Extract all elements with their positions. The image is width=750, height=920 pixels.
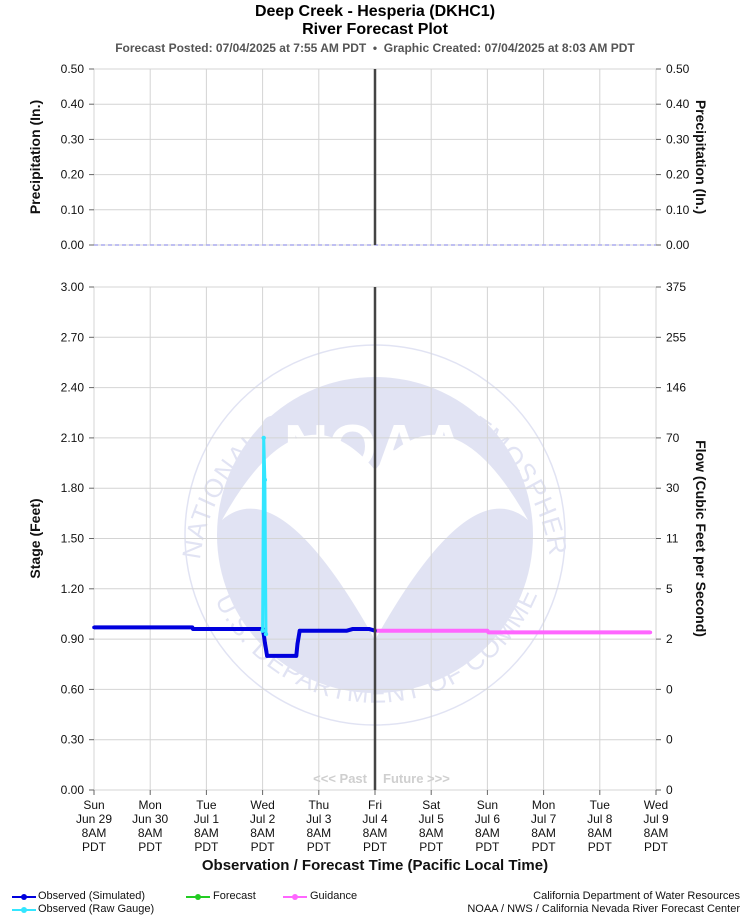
precip-tick-label-right: 0.50 — [666, 62, 690, 76]
precip-tick-label-left: 0.30 — [61, 132, 85, 146]
flow-tick-label: 0 — [666, 733, 673, 747]
x-tick-label: Mon Jun 30 8AM PDT — [132, 798, 168, 854]
x-tick-label: Thu Jul 3 8AM PDT — [306, 798, 332, 854]
stage-tick-label: 1.50 — [61, 532, 85, 546]
precip-tick-label-right: 0.20 — [666, 168, 690, 182]
flow-tick-label: 5 — [666, 582, 673, 596]
legend-guidance-marker-dot — [292, 894, 298, 900]
observed-raw-series — [260, 435, 269, 637]
future-label: Future >>> — [383, 771, 450, 786]
observed-raw-series-point — [260, 628, 265, 633]
x-axis-label: Observation / Forecast Time (Pacific Loc… — [202, 857, 548, 874]
guidance-series-point — [486, 630, 491, 635]
observed-simulated-series-point — [317, 628, 321, 633]
x-tick-label: Wed Jul 2 8AM PDT — [250, 798, 276, 854]
x-tick-label: Tue Jul 8 8AM PDT — [587, 798, 613, 854]
flow-tick-label: 0 — [666, 783, 673, 797]
flow-tick-label: 375 — [666, 280, 686, 294]
stage-tick-label: 0.60 — [61, 682, 85, 696]
observed-simulated-series-point — [263, 640, 267, 645]
stage-tick-label: 0.90 — [61, 632, 85, 646]
observed-raw-series-point — [263, 631, 269, 637]
precip-panel: 0.00 0.00 0.10 0.10 0.20 0.20 0.30 0.30 0.40 0.40… — [27, 62, 709, 252]
precip-tick-label-left: 0.00 — [61, 238, 85, 252]
legend-observed-raw-label: Observed (Raw Gauge) — [38, 903, 155, 915]
posted-info: Forecast Posted: 07/04/2025 at 7:55 AM P… — [0, 41, 750, 55]
stage-tick-label: 1.20 — [61, 582, 85, 596]
stage-panel: 0.00 0 0.30 0 0.60 0 0.90 2 1.20 5 1.50 11 1.80 30 2.1… — [27, 280, 709, 874]
stage-tick-label: 0.30 — [61, 733, 85, 747]
observed-simulated-series-point — [265, 654, 269, 658]
legend-forecast-marker-dot — [195, 894, 201, 900]
x-tick-label: Tue Jul 1 8AM PDT — [194, 798, 220, 854]
legend-guidance-label: Guidance — [310, 890, 358, 902]
observed-simulated-series-point — [345, 628, 349, 633]
observed-simulated-series-point — [295, 642, 300, 646]
forecast-posted: Forecast Posted: 07/04/2025 at 7:55 AM P… — [115, 41, 367, 55]
stage-tick-label: 1.80 — [61, 481, 85, 495]
flow-tick-label: 0 — [666, 682, 673, 696]
observed-raw-series-point — [261, 435, 266, 441]
precip-tick-label-right: 0.00 — [666, 238, 690, 252]
legend-observed-simulated-label: Observed (Simulated) — [38, 890, 145, 902]
precip-tick-label-right: 0.10 — [666, 203, 690, 217]
flow-tick-label: 255 — [666, 330, 686, 344]
flow-tick-label: 70 — [666, 431, 680, 445]
flow-tick-label: 30 — [666, 481, 680, 495]
observed-simulated-series-point — [350, 627, 355, 631]
stage-tick-label: 2.70 — [61, 330, 85, 344]
graphic-created: Graphic Created: 07/04/2025 at 8:03 AM P… — [383, 41, 635, 55]
stage-tick-label: 2.10 — [61, 431, 85, 445]
observed-simulated-series-point — [367, 627, 372, 631]
separator-dot: • — [372, 41, 378, 55]
credits-nws: NOAA / NWS / California Nevada River For… — [467, 903, 740, 915]
precip-y-axis-label-left: Precipitation (In.) — [27, 100, 43, 214]
precip-tick-label-left: 0.20 — [61, 168, 85, 182]
stage-tick-label: 3.00 — [61, 280, 85, 294]
legend-forecast-label: Forecast — [213, 890, 256, 902]
observed-simulated-series-point — [294, 654, 299, 658]
credits-dwr: California Department of Water Resources — [533, 890, 740, 902]
x-tick-label: Wed Jul 9 8AM PDT — [643, 798, 669, 854]
legend-observed-simulated-marker-dot — [21, 894, 27, 900]
precip-tick-label-left: 0.50 — [61, 62, 85, 76]
chart-title: Deep Creek - Hesperia (DKHC1) — [254, 3, 496, 20]
guidance-series-point — [648, 630, 653, 635]
legend-observed-raw-marker-dot — [21, 907, 27, 913]
x-tick-label: Fri Jul 4 8AM PDT — [362, 798, 388, 854]
flow-tick-label: 146 — [666, 381, 686, 395]
precip-tick-label-left: 0.40 — [61, 97, 85, 111]
observed-simulated-series-point — [191, 627, 195, 631]
precip-y-axis-label-right: Precipitation (In.) — [693, 100, 709, 214]
observed-simulated-series-point — [92, 625, 96, 630]
precip-tick-label-right: 0.40 — [666, 97, 690, 111]
flow-tick-label: 2 — [666, 632, 673, 646]
observed-raw-series-point — [262, 477, 268, 483]
x-tick-label: Mon Jul 7 8AM PDT — [531, 798, 557, 854]
chart-subtitle: River Forecast Plot — [302, 21, 448, 38]
x-tick-label: Sat Jul 5 8AM PDT — [419, 798, 445, 854]
observed-raw-series-line — [261, 436, 268, 635]
x-tick-label: Sun Jun 29 8AM PDT — [76, 798, 112, 854]
precip-tick-label-left: 0.10 — [61, 203, 85, 217]
guidance-series-line — [375, 628, 651, 635]
stage-tick-label: 2.40 — [61, 381, 85, 395]
precip-tick-label-right: 0.30 — [666, 132, 690, 146]
stage-y-axis-label: Stage (Feet) — [27, 498, 43, 578]
stage-tick-label: 0.00 — [61, 783, 85, 797]
past-label: <<< Past — [313, 771, 368, 786]
flow-y-axis-label: Flow (Cubic Feet per Second) — [693, 440, 709, 637]
x-tick-label: Sun Jul 6 8AM PDT — [475, 798, 501, 854]
observed-simulated-series-point — [297, 628, 302, 633]
flow-tick-label: 11 — [666, 532, 679, 546]
